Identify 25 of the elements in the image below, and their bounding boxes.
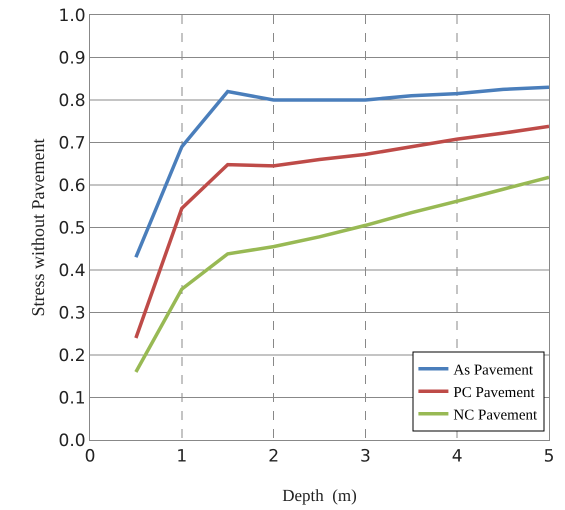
y-tick-label: 0.1	[58, 388, 86, 408]
legend-label: PC Pavement	[453, 385, 536, 402]
x-tick-label: 5	[544, 446, 554, 466]
y-tick-label: 1.0	[58, 6, 86, 26]
x-tick-label: 0	[84, 446, 96, 466]
y-tick-label: 0.8	[58, 90, 86, 111]
x-tick-label: 4	[452, 446, 463, 466]
y-tick-label: 0.5	[58, 218, 86, 238]
y-tick-label: 0.2	[58, 346, 86, 366]
line-series	[134, 86, 549, 259]
line-series	[134, 124, 549, 340]
line-series	[134, 176, 549, 374]
y-tick-label: 0.0	[58, 430, 86, 451]
y-tick-label: 0.3	[58, 303, 86, 324]
y-tick-label: 0.4	[58, 260, 86, 281]
legend-label: NC Pavement	[453, 408, 538, 424]
y-tick-label: 0.7	[58, 133, 86, 154]
legend-label: As Pavement	[453, 362, 534, 379]
x-tick-label: 3	[360, 446, 371, 466]
x-tick-label: 2	[268, 446, 280, 466]
y-tick-label: 0.6	[58, 176, 86, 196]
x-tick-label: 1	[176, 446, 188, 466]
y-axis-title: Stress without Pavement	[28, 138, 48, 316]
x-axis-title: Depth (m)	[282, 486, 357, 505]
y-tick-label: 0.9	[58, 48, 86, 68]
